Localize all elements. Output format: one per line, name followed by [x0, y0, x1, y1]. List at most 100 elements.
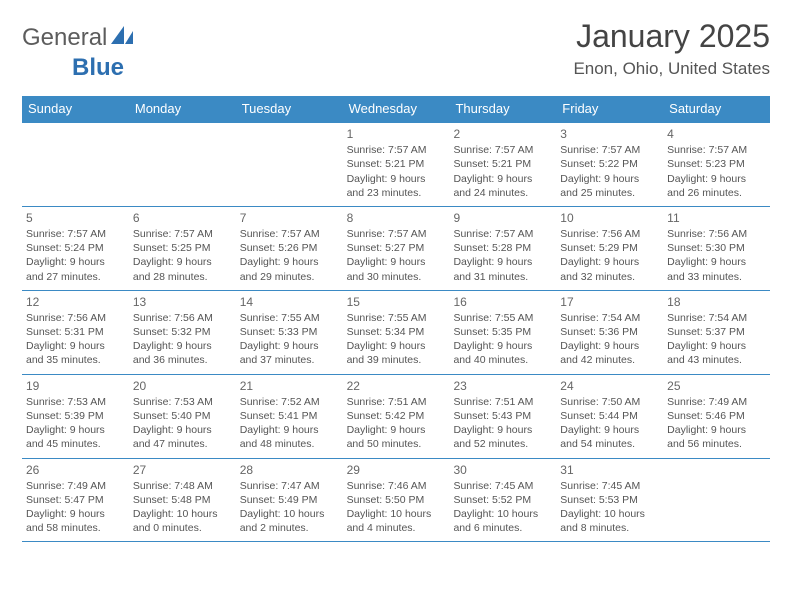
- daylight-line: and 25 minutes.: [560, 186, 659, 200]
- week-row: 1Sunrise: 7:57 AMSunset: 5:21 PMDaylight…: [22, 122, 770, 206]
- daylight-line: and 48 minutes.: [240, 437, 339, 451]
- day-number: 10: [560, 210, 659, 226]
- daylight-line: Daylight: 9 hours: [26, 507, 125, 521]
- sunrise-line: Sunrise: 7:51 AM: [347, 395, 446, 409]
- day-cell-empty: [663, 459, 770, 542]
- day-number: 12: [26, 294, 125, 310]
- sunset-line: Sunset: 5:37 PM: [667, 325, 766, 339]
- daylight-line: Daylight: 9 hours: [133, 339, 232, 353]
- day-cell: 4Sunrise: 7:57 AMSunset: 5:23 PMDaylight…: [663, 123, 770, 206]
- sunrise-line: Sunrise: 7:49 AM: [667, 395, 766, 409]
- sunrise-line: Sunrise: 7:53 AM: [26, 395, 125, 409]
- day-number: 27: [133, 462, 232, 478]
- sunset-line: Sunset: 5:31 PM: [26, 325, 125, 339]
- day-number: 17: [560, 294, 659, 310]
- header: General Blue January 2025 Enon, Ohio, Un…: [22, 18, 770, 82]
- daylight-line: and 43 minutes.: [667, 353, 766, 367]
- day-number: 29: [347, 462, 446, 478]
- day-cell: 22Sunrise: 7:51 AMSunset: 5:42 PMDayligh…: [343, 375, 450, 458]
- day-cell: 21Sunrise: 7:52 AMSunset: 5:41 PMDayligh…: [236, 375, 343, 458]
- sunset-line: Sunset: 5:52 PM: [453, 493, 552, 507]
- daylight-line: Daylight: 9 hours: [133, 423, 232, 437]
- sunrise-line: Sunrise: 7:51 AM: [453, 395, 552, 409]
- day-cell: 24Sunrise: 7:50 AMSunset: 5:44 PMDayligh…: [556, 375, 663, 458]
- day-number: 4: [667, 126, 766, 142]
- day-number: 25: [667, 378, 766, 394]
- day-number: 8: [347, 210, 446, 226]
- sunset-line: Sunset: 5:28 PM: [453, 241, 552, 255]
- day-cell: 9Sunrise: 7:57 AMSunset: 5:28 PMDaylight…: [449, 207, 556, 290]
- daylight-line: and 54 minutes.: [560, 437, 659, 451]
- daylight-line: and 39 minutes.: [347, 353, 446, 367]
- daylight-line: and 47 minutes.: [133, 437, 232, 451]
- sunrise-line: Sunrise: 7:57 AM: [240, 227, 339, 241]
- sunset-line: Sunset: 5:50 PM: [347, 493, 446, 507]
- daylight-line: Daylight: 10 hours: [560, 507, 659, 521]
- sunrise-line: Sunrise: 7:52 AM: [240, 395, 339, 409]
- sunset-line: Sunset: 5:36 PM: [560, 325, 659, 339]
- daylight-line: and 35 minutes.: [26, 353, 125, 367]
- day-number: 22: [347, 378, 446, 394]
- daylight-line: and 8 minutes.: [560, 521, 659, 535]
- day-number: 28: [240, 462, 339, 478]
- day-number: 9: [453, 210, 552, 226]
- daylight-line: Daylight: 9 hours: [453, 423, 552, 437]
- logo-word2: Blue: [72, 54, 124, 82]
- day-number: 19: [26, 378, 125, 394]
- daylight-line: Daylight: 9 hours: [667, 255, 766, 269]
- sunset-line: Sunset: 5:21 PM: [453, 157, 552, 171]
- sunset-line: Sunset: 5:23 PM: [667, 157, 766, 171]
- sunset-line: Sunset: 5:32 PM: [133, 325, 232, 339]
- daylight-line: and 42 minutes.: [560, 353, 659, 367]
- sunset-line: Sunset: 5:34 PM: [347, 325, 446, 339]
- day-number: 24: [560, 378, 659, 394]
- day-number: 15: [347, 294, 446, 310]
- day-cell: 17Sunrise: 7:54 AMSunset: 5:36 PMDayligh…: [556, 291, 663, 374]
- daylight-line: Daylight: 10 hours: [453, 507, 552, 521]
- sunset-line: Sunset: 5:53 PM: [560, 493, 659, 507]
- day-cell-empty: [236, 123, 343, 206]
- sunset-line: Sunset: 5:29 PM: [560, 241, 659, 255]
- daylight-line: Daylight: 9 hours: [240, 255, 339, 269]
- day-header: Saturday: [663, 96, 770, 122]
- sunrise-line: Sunrise: 7:56 AM: [26, 311, 125, 325]
- sunrise-line: Sunrise: 7:55 AM: [240, 311, 339, 325]
- week-row: 5Sunrise: 7:57 AMSunset: 5:24 PMDaylight…: [22, 206, 770, 290]
- sunrise-line: Sunrise: 7:57 AM: [667, 143, 766, 157]
- month-title: January 2025: [573, 18, 770, 55]
- daylight-line: Daylight: 9 hours: [560, 423, 659, 437]
- daylight-line: and 33 minutes.: [667, 270, 766, 284]
- daylight-line: and 30 minutes.: [347, 270, 446, 284]
- sunset-line: Sunset: 5:27 PM: [347, 241, 446, 255]
- sunset-line: Sunset: 5:33 PM: [240, 325, 339, 339]
- day-cell: 12Sunrise: 7:56 AMSunset: 5:31 PMDayligh…: [22, 291, 129, 374]
- sunrise-line: Sunrise: 7:57 AM: [133, 227, 232, 241]
- sunset-line: Sunset: 5:26 PM: [240, 241, 339, 255]
- daylight-line: and 40 minutes.: [453, 353, 552, 367]
- day-cell: 31Sunrise: 7:45 AMSunset: 5:53 PMDayligh…: [556, 459, 663, 542]
- sunrise-line: Sunrise: 7:56 AM: [133, 311, 232, 325]
- sunrise-line: Sunrise: 7:54 AM: [667, 311, 766, 325]
- day-number: 30: [453, 462, 552, 478]
- daylight-line: and 50 minutes.: [347, 437, 446, 451]
- daylight-line: and 58 minutes.: [26, 521, 125, 535]
- sunset-line: Sunset: 5:22 PM: [560, 157, 659, 171]
- day-cell: 20Sunrise: 7:53 AMSunset: 5:40 PMDayligh…: [129, 375, 236, 458]
- sunrise-line: Sunrise: 7:55 AM: [347, 311, 446, 325]
- sunrise-line: Sunrise: 7:57 AM: [347, 143, 446, 157]
- day-number: 14: [240, 294, 339, 310]
- day-number: 31: [560, 462, 659, 478]
- daylight-line: Daylight: 9 hours: [667, 339, 766, 353]
- sunset-line: Sunset: 5:41 PM: [240, 409, 339, 423]
- location: Enon, Ohio, United States: [573, 59, 770, 79]
- daylight-line: and 29 minutes.: [240, 270, 339, 284]
- sunrise-line: Sunrise: 7:45 AM: [453, 479, 552, 493]
- sunrise-line: Sunrise: 7:57 AM: [453, 227, 552, 241]
- logo: General Blue: [22, 24, 162, 82]
- sunset-line: Sunset: 5:40 PM: [133, 409, 232, 423]
- day-cell: 26Sunrise: 7:49 AMSunset: 5:47 PMDayligh…: [22, 459, 129, 542]
- calendar: SundayMondayTuesdayWednesdayThursdayFrid…: [22, 96, 770, 542]
- daylight-line: and 27 minutes.: [26, 270, 125, 284]
- sunrise-line: Sunrise: 7:56 AM: [667, 227, 766, 241]
- day-cell: 19Sunrise: 7:53 AMSunset: 5:39 PMDayligh…: [22, 375, 129, 458]
